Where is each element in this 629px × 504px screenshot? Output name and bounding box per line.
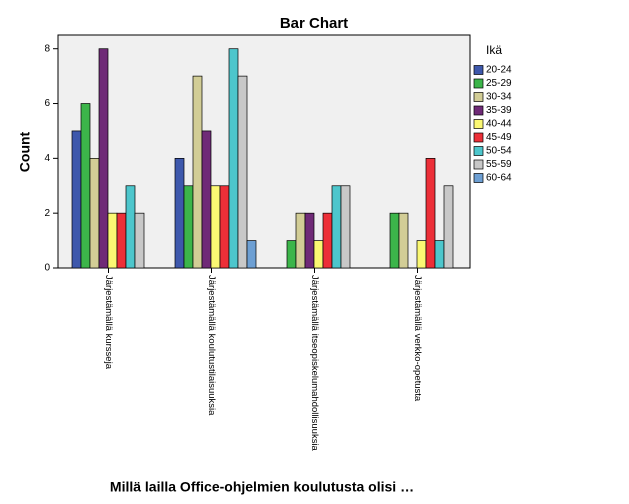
x-axis-label: Millä lailla Office-ohjelmien koulutusta… xyxy=(110,479,414,495)
legend-label: 20-24 xyxy=(486,65,512,76)
bar xyxy=(246,240,257,269)
bar xyxy=(425,158,436,269)
bar xyxy=(313,240,324,269)
bar xyxy=(116,212,127,269)
y-tick-label: 0 xyxy=(44,263,50,274)
legend-label: 50-54 xyxy=(486,146,512,157)
legend-swatch xyxy=(473,132,484,143)
legend-label: 55-59 xyxy=(486,159,512,170)
legend-swatch xyxy=(473,65,484,75)
x-tick-label: Järjestämällä itseopiskelumahdollisuuksi… xyxy=(309,275,320,452)
bar xyxy=(125,185,136,269)
legend-label: 25-29 xyxy=(486,78,512,89)
legend-swatch xyxy=(473,159,484,170)
legend-swatch xyxy=(473,92,484,102)
y-tick-label: 2 xyxy=(44,208,50,219)
legend-swatch xyxy=(473,146,484,156)
y-axis-label: Count xyxy=(17,131,33,172)
legend-title: Ikä xyxy=(486,43,502,57)
bar xyxy=(322,212,333,269)
bar xyxy=(304,212,315,269)
bar xyxy=(71,130,82,269)
bar xyxy=(174,158,185,269)
y-tick-label: 6 xyxy=(44,98,50,109)
bar xyxy=(331,185,342,269)
legend-label: 45-49 xyxy=(486,132,512,143)
bar xyxy=(434,240,445,269)
bar xyxy=(228,48,239,269)
bar xyxy=(80,103,91,269)
bar xyxy=(210,185,221,269)
bar xyxy=(201,130,212,269)
bar xyxy=(98,48,109,269)
bar xyxy=(107,212,118,269)
legend-swatch xyxy=(473,78,484,89)
bar xyxy=(89,158,100,269)
x-tick-label: Järjestämällä verkko-opetusta xyxy=(412,275,423,402)
x-tick-label: Järjestämällä koulutustilaisuuksia xyxy=(206,275,217,416)
bar xyxy=(237,75,248,269)
y-tick-label: 4 xyxy=(44,153,50,164)
legend-label: 30-34 xyxy=(486,92,512,103)
bar xyxy=(389,212,400,269)
bar xyxy=(295,212,306,269)
bar xyxy=(134,212,145,269)
legend-swatch xyxy=(473,119,484,129)
bar xyxy=(183,185,194,269)
bar xyxy=(398,212,409,269)
bar xyxy=(416,240,427,269)
legend-swatch xyxy=(473,173,484,183)
bar xyxy=(443,185,454,269)
x-tick-label: Järjestämällä kursseja xyxy=(103,275,114,370)
bar xyxy=(192,75,203,269)
bar xyxy=(286,240,297,269)
y-tick-label: 8 xyxy=(44,43,50,54)
bar xyxy=(219,185,230,269)
legend-label: 60-64 xyxy=(486,173,512,184)
bar xyxy=(340,185,351,269)
legend-swatch xyxy=(473,105,484,116)
legend-label: 40-44 xyxy=(486,119,512,130)
legend-label: 35-39 xyxy=(486,105,512,116)
chart-title: Bar Chart xyxy=(280,15,348,32)
